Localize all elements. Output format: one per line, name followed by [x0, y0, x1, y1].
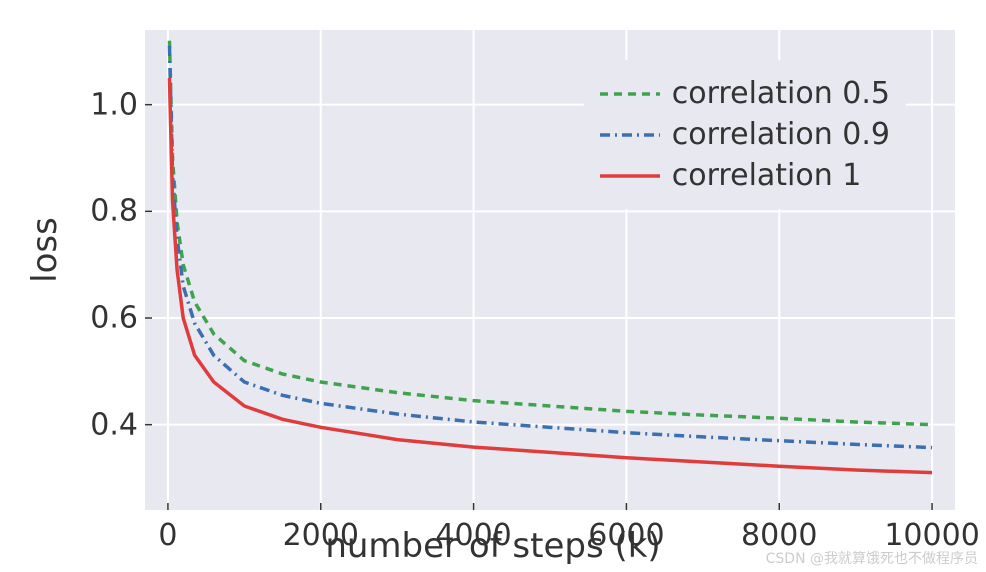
- y-axis-label: loss: [25, 217, 65, 283]
- legend: correlation 0.5 correlation 0.9 correlatio…: [584, 60, 906, 209]
- legend-label: correlation 1: [672, 158, 862, 193]
- legend-swatch: [600, 125, 660, 145]
- watermark-text: CSDN @我就算饿死也不做程序员: [766, 548, 978, 568]
- y-tick-label: 0.8: [90, 194, 138, 229]
- legend-swatch: [600, 166, 660, 186]
- legend-label: correlation 0.5: [672, 76, 890, 111]
- legend-swatch: [600, 84, 660, 104]
- legend-item: correlation 0.5: [600, 76, 890, 111]
- y-tick-label: 1.0: [90, 87, 138, 122]
- legend-item: correlation 0.9: [600, 117, 890, 152]
- y-tick-label: 0.4: [90, 407, 138, 442]
- legend-label: correlation 0.9: [672, 117, 890, 152]
- legend-item: correlation 1: [600, 158, 890, 193]
- y-tick-label: 0.6: [90, 301, 138, 336]
